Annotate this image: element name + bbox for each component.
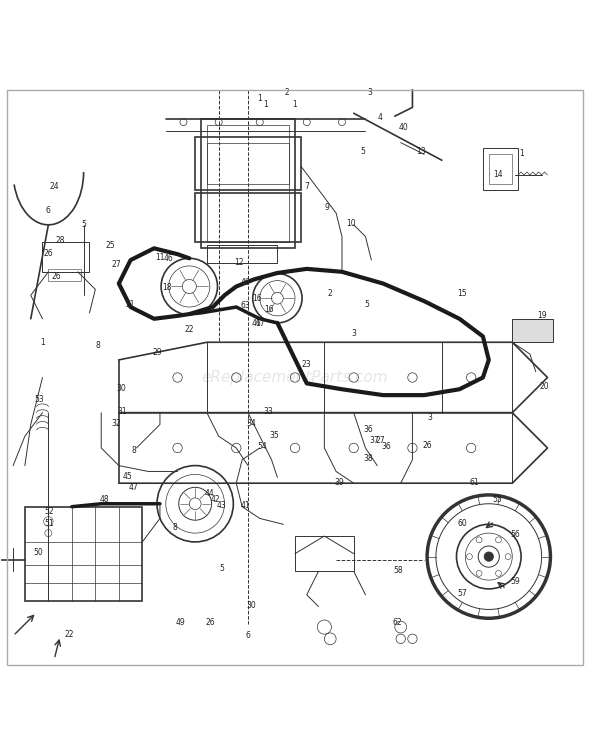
Text: 29: 29 [152, 348, 162, 357]
Text: 26: 26 [44, 248, 53, 257]
Circle shape [484, 552, 493, 561]
Text: 1: 1 [519, 149, 523, 158]
Text: 27: 27 [111, 260, 121, 269]
Text: 6: 6 [46, 205, 51, 214]
Text: 22: 22 [185, 325, 194, 334]
Text: 12: 12 [234, 258, 244, 267]
Text: 15: 15 [458, 289, 467, 298]
Text: 5: 5 [81, 220, 86, 230]
Text: 3: 3 [351, 329, 356, 338]
Text: 17: 17 [255, 319, 264, 328]
Text: 23: 23 [302, 360, 312, 369]
Text: 5: 5 [360, 147, 365, 156]
Text: 36: 36 [381, 442, 391, 451]
Text: 33: 33 [264, 407, 273, 416]
Text: 1: 1 [40, 337, 45, 347]
Text: 44: 44 [205, 489, 215, 498]
Text: eReplacementParts.com: eReplacementParts.com [202, 370, 388, 385]
Text: 30: 30 [246, 601, 256, 610]
Text: 1: 1 [263, 100, 268, 109]
Text: 11: 11 [155, 253, 165, 262]
Text: 56: 56 [510, 530, 520, 539]
Text: 27: 27 [375, 436, 385, 445]
Text: 38: 38 [363, 454, 373, 463]
Text: 30: 30 [117, 384, 127, 393]
Text: 16: 16 [264, 306, 273, 315]
Text: 43: 43 [217, 501, 227, 510]
Text: 52: 52 [45, 507, 54, 516]
Text: 25: 25 [105, 241, 115, 250]
Text: 8: 8 [172, 522, 177, 532]
Text: 13: 13 [417, 147, 426, 156]
Text: 26: 26 [51, 272, 61, 281]
Text: 26: 26 [422, 440, 432, 449]
Text: 57: 57 [457, 589, 467, 598]
Text: 45: 45 [123, 472, 133, 481]
Text: 63: 63 [240, 301, 250, 310]
Text: 5: 5 [364, 300, 369, 309]
Text: 28: 28 [55, 236, 65, 245]
Text: 46: 46 [164, 254, 173, 263]
Text: 34: 34 [246, 419, 256, 428]
Text: 62: 62 [393, 618, 402, 627]
Text: 47: 47 [129, 483, 139, 492]
Text: 18: 18 [162, 283, 172, 292]
Text: 39: 39 [334, 477, 344, 486]
Text: 51: 51 [45, 519, 54, 528]
Text: 8: 8 [96, 341, 101, 350]
Text: 58: 58 [393, 565, 402, 575]
Text: 26: 26 [205, 618, 215, 627]
Text: 59: 59 [510, 578, 520, 587]
Text: 36: 36 [363, 424, 373, 433]
Text: 61: 61 [469, 477, 479, 486]
Text: 41: 41 [240, 501, 250, 510]
FancyBboxPatch shape [512, 319, 553, 342]
Text: 21: 21 [126, 300, 135, 309]
Text: 3: 3 [428, 413, 432, 422]
Text: 1: 1 [293, 100, 297, 109]
Text: 22: 22 [64, 630, 74, 639]
Text: 50: 50 [33, 548, 42, 557]
Text: 35: 35 [270, 430, 279, 439]
Text: 32: 32 [111, 419, 121, 428]
Text: 2: 2 [285, 88, 290, 97]
Text: 5: 5 [219, 564, 224, 573]
Text: 7: 7 [304, 182, 309, 191]
Text: 6: 6 [245, 631, 251, 640]
Text: 53: 53 [35, 396, 44, 405]
Text: 10: 10 [346, 218, 356, 227]
Text: 3: 3 [368, 88, 373, 97]
Text: 46: 46 [252, 319, 262, 328]
Text: 49: 49 [176, 618, 185, 627]
Text: 54: 54 [258, 442, 268, 451]
Text: 37: 37 [369, 436, 379, 445]
Text: 14: 14 [493, 171, 503, 180]
Text: 8: 8 [131, 446, 136, 455]
Text: 31: 31 [117, 407, 127, 416]
Text: 20: 20 [540, 382, 549, 391]
Text: 55: 55 [493, 495, 503, 504]
Text: 42: 42 [211, 495, 221, 504]
Text: 24: 24 [50, 182, 59, 191]
Text: 60: 60 [457, 519, 467, 528]
Text: 1: 1 [257, 94, 262, 103]
Text: 48: 48 [99, 495, 109, 504]
Text: 4: 4 [378, 113, 382, 122]
Text: 9: 9 [325, 202, 330, 211]
Text: 16: 16 [252, 294, 261, 303]
Text: 2: 2 [328, 289, 333, 298]
Text: 46: 46 [240, 278, 250, 287]
Text: 19: 19 [537, 311, 546, 320]
Text: 40: 40 [399, 123, 408, 132]
